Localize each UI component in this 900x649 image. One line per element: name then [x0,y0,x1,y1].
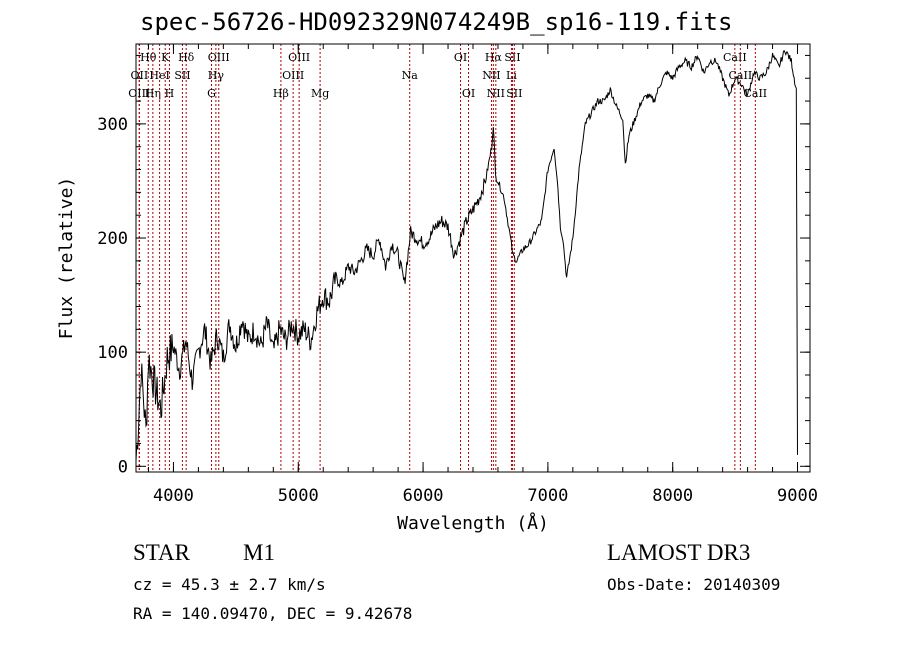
line-label-8: Hδ [178,51,195,64]
x-axis-label: Wavelength (Å) [397,512,549,534]
line-label-9: G [207,87,216,100]
line-label-5: K [161,51,170,64]
line-label-16: Na [402,69,419,82]
line-label-26: CaII [729,69,753,82]
line-label-12: Hβ [273,87,289,100]
line-label-2: OIII [128,87,150,100]
line-label-15: Mg [311,87,329,100]
y-tick-label-3: 300 [97,115,128,135]
line-label-4: HeI [149,69,169,82]
line-label-21: NII [487,87,505,100]
redshift-value: cz = 45.3 ± 2.7 km/s [133,575,326,594]
line-label-7: SII [174,69,190,82]
line-label-18: OI [462,87,475,100]
y-tick-label-1: 100 [97,343,128,363]
line-label-23: Li [506,69,517,82]
plot-frame [135,43,811,473]
chart-title: spec-56726-HD092329N074249B_sp16-119.fit… [140,8,733,36]
spectrum-line [135,50,798,462]
x-tick-label-5: 9000 [777,486,818,506]
line-label-27: CaII [743,87,767,100]
line-label-10: OIII [208,51,230,64]
line-label-6: H [165,87,175,100]
y-axis-label: Flux (relative) [56,177,77,340]
line-label-25: CaII [723,51,747,64]
x-tick-label-0: 4000 [153,486,194,506]
survey-name: LAMOST DR3 [607,540,751,565]
line-label-22: SII [504,51,520,64]
x-tick-label-2: 6000 [403,486,444,506]
line-label-17: OI [454,51,467,64]
x-tick-label-4: 8000 [652,486,693,506]
coordinates: RA = 140.09470, DEC = 9.42678 [133,604,413,623]
line-label-19: Hα [485,51,503,64]
object-type: STAR [133,540,190,565]
line-label-24: SII [506,87,522,100]
line-label-11: Hγ [208,69,225,82]
object-subclass: M1 [243,540,275,565]
line-label-3: Hη [145,87,161,100]
y-tick-label-0: 0 [118,457,128,477]
line-label-13: OIII [288,51,310,64]
line-label-0: Hθ [140,51,157,64]
y-tick-label-2: 200 [97,229,128,249]
line-label-14: OIII [282,69,304,82]
line-label-1: OII [131,69,149,82]
line-label-20: NII [482,69,500,82]
observation-date: Obs-Date: 20140309 [607,575,781,594]
x-tick-label-3: 7000 [527,486,568,506]
x-tick-label-1: 5000 [278,486,319,506]
